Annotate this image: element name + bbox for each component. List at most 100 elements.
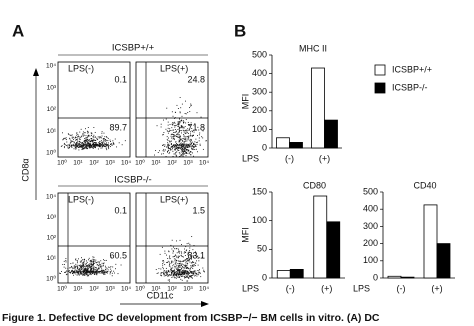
event-dot <box>184 147 186 149</box>
event-dot <box>94 145 96 147</box>
event-dot <box>186 260 188 261</box>
x-axis-label: CD11c <box>147 290 174 300</box>
event-dot <box>173 134 174 136</box>
event-dot <box>101 131 103 133</box>
event-dot <box>110 141 111 142</box>
event-dot <box>178 130 180 132</box>
event-dot <box>103 140 105 142</box>
event-dot <box>187 137 189 139</box>
event-dot <box>172 123 174 125</box>
event-dot <box>164 146 166 147</box>
event-dot <box>90 267 92 269</box>
event-dot <box>191 275 192 277</box>
event-dot <box>185 145 187 147</box>
caption: Figure 1. Defective DC development from … <box>2 312 380 324</box>
event-dot <box>101 135 103 137</box>
event-dot <box>186 273 188 274</box>
event-dot <box>84 140 86 142</box>
event-dot <box>167 145 169 147</box>
event-dot <box>166 136 168 138</box>
event-dot <box>186 144 188 146</box>
event-dot <box>88 270 90 272</box>
event-dot <box>181 153 183 155</box>
event-dot <box>175 141 177 143</box>
event-dot <box>183 122 184 124</box>
event-dot <box>176 133 178 135</box>
event-dot <box>171 274 173 276</box>
event-dot <box>185 266 187 268</box>
event-dot <box>103 141 105 143</box>
event-dot <box>175 255 177 257</box>
event-dot <box>113 270 115 272</box>
event-dot <box>97 144 99 146</box>
event-dot <box>186 151 187 153</box>
event-dot <box>92 148 94 149</box>
event-dot <box>90 261 92 263</box>
event-dot <box>184 270 186 272</box>
event-dot <box>180 269 182 271</box>
event-dot <box>106 136 108 138</box>
y-tick-label: 10⁴ <box>46 63 56 70</box>
event-dot <box>185 252 186 253</box>
event-dot <box>180 155 182 157</box>
event-dot <box>179 122 181 124</box>
event-dot <box>177 129 179 131</box>
event-dot <box>89 141 91 143</box>
y-tick-label: 100 <box>252 124 267 134</box>
event-dot <box>175 274 176 276</box>
event-dot <box>181 261 183 263</box>
event-dot <box>190 104 192 106</box>
event-dot <box>87 269 89 271</box>
event-dot <box>72 272 74 274</box>
event-dot <box>183 148 185 150</box>
event-dot <box>106 144 108 146</box>
event-dot <box>93 136 94 138</box>
event-dot <box>166 151 168 153</box>
event-dot <box>174 271 176 273</box>
event-dot <box>99 141 101 142</box>
event-dot <box>100 260 102 262</box>
event-dot <box>106 271 108 273</box>
event-dot <box>82 148 84 150</box>
event-dot <box>180 146 182 148</box>
event-dot <box>182 150 184 152</box>
event-dot <box>105 146 106 148</box>
event-dot <box>102 138 104 140</box>
event-dot <box>157 272 159 274</box>
event-dot <box>176 259 177 261</box>
event-dot <box>81 262 83 264</box>
event-dot <box>83 274 85 276</box>
event-dot <box>176 136 178 138</box>
event-dot <box>182 120 184 122</box>
event-dot <box>195 145 197 147</box>
x-tick-label: 10⁰ <box>57 285 67 293</box>
event-dot <box>102 270 104 272</box>
event-dot <box>192 141 194 143</box>
event-dot <box>164 144 166 146</box>
event-dot <box>195 148 197 150</box>
event-dot <box>156 273 158 274</box>
event-dot <box>180 278 182 280</box>
event-dot <box>185 130 187 132</box>
event-dot <box>81 272 83 274</box>
event-dot <box>90 268 92 270</box>
event-dot <box>101 262 103 264</box>
event-dot <box>197 257 199 259</box>
event-dot <box>74 270 76 272</box>
event-dot <box>192 249 194 251</box>
event-dot <box>184 133 186 135</box>
event-dot <box>177 276 179 278</box>
event-dot <box>94 136 96 138</box>
event-dot <box>89 144 91 146</box>
event-dot <box>98 272 100 274</box>
event-dot <box>173 269 175 271</box>
event-dot <box>186 276 188 278</box>
event-dot <box>180 261 182 263</box>
event-dot <box>98 146 100 148</box>
event-dot <box>86 143 87 145</box>
event-dot <box>177 122 179 124</box>
event-dot <box>165 272 167 274</box>
event-dot <box>195 270 197 272</box>
event-dot <box>111 275 113 277</box>
